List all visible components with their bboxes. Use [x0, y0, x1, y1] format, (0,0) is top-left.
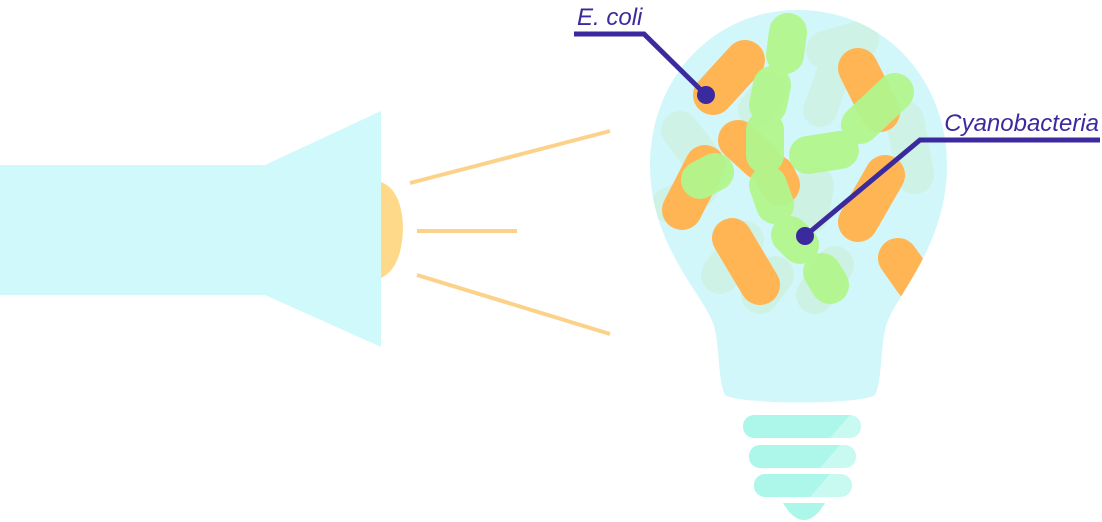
cyanobacterium — [789, 131, 859, 174]
bacterium — [806, 21, 879, 69]
beam-bottom — [416, 273, 611, 336]
ecoli-bacterium — [693, 40, 765, 115]
ecoli-bacterium — [878, 238, 935, 302]
cyanobacterium — [803, 253, 849, 304]
ecoli-leader-line — [574, 31, 708, 97]
cyanobacteria-bacteria — [681, 13, 914, 304]
cyanobacterium — [771, 216, 819, 264]
cyanobacteria-marker-dot — [796, 227, 814, 245]
cyanobacterium — [766, 13, 807, 74]
cyanobacterium — [749, 66, 791, 124]
ecoli-label: E. coli — [574, 4, 715, 104]
bacterium — [791, 166, 834, 234]
ecoli-label-text: E. coli — [577, 4, 643, 31]
ecoli-marker-dot — [697, 86, 715, 104]
bacteria-cluster — [651, 13, 935, 314]
bulb-thread — [749, 445, 856, 468]
ecoli-bacterium — [838, 155, 905, 242]
bulb-thread — [754, 474, 852, 497]
ecoli-bacterium — [712, 218, 780, 305]
cyanobacterium — [681, 153, 734, 199]
bulb-base — [743, 415, 861, 520]
flashlight-lens — [381, 182, 403, 278]
bulb-tip — [783, 503, 825, 520]
bulb-base-highlight — [820, 445, 856, 468]
light-bulb-icon — [650, 10, 947, 520]
cyanobacterium — [841, 73, 914, 144]
cyanobacteria-leader-line — [803, 137, 1100, 238]
flashlight-icon — [0, 111, 403, 347]
bulb-base-highlight — [830, 415, 861, 438]
bulb-base-highlight — [810, 474, 852, 497]
bulb-thread — [743, 415, 861, 438]
light-beams — [409, 129, 611, 336]
bacterium — [803, 53, 852, 127]
cyanobacteria-label: Cyanobacteria — [796, 110, 1100, 245]
beam-top — [409, 129, 611, 185]
cyanobacterium — [749, 166, 794, 224]
cyanobacteria-label-text: Cyanobacteria — [944, 110, 1099, 137]
flashlight-body — [0, 111, 381, 347]
